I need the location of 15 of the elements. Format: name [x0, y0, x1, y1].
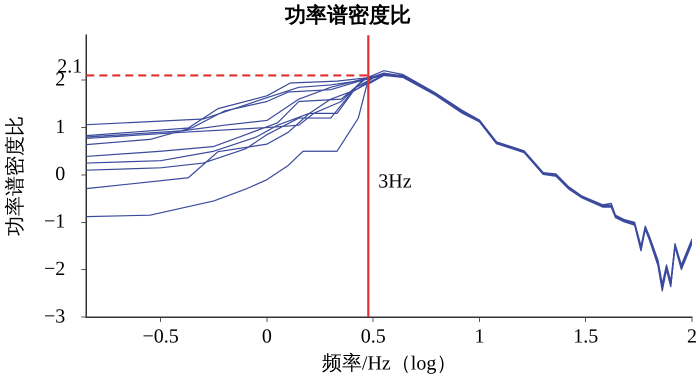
y-tick-label: −1 — [44, 210, 66, 233]
x-tick-label: 1 — [474, 325, 484, 348]
y-axis-title: 功率谱密度比 — [4, 116, 26, 236]
y-tick-label: 0 — [55, 163, 66, 186]
annotation: 3Hz — [378, 170, 412, 192]
x-tick-label: 2 — [687, 325, 697, 348]
x-tick-label: 0.5 — [360, 325, 386, 348]
y-tick-label: 1 — [55, 116, 66, 138]
x-tick-label: −0.5 — [142, 325, 179, 348]
y-tick-label: −2 — [44, 258, 66, 280]
y-tick-label: −3 — [44, 305, 66, 328]
chart-title: 功率谱密度比 — [284, 3, 411, 28]
x-tick-label: 0 — [262, 325, 272, 348]
x-tick-label: 1.5 — [573, 325, 598, 348]
x-axis-title: 频率/Hz（log） — [322, 352, 456, 374]
